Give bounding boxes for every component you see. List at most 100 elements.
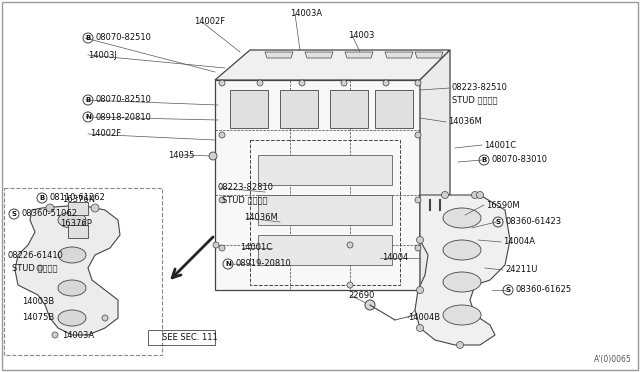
- Text: 08223-82510: 08223-82510: [452, 83, 508, 93]
- Text: 16376N: 16376N: [62, 196, 95, 205]
- Circle shape: [299, 80, 305, 86]
- Text: 14002F: 14002F: [194, 17, 225, 26]
- Text: 14036M: 14036M: [244, 214, 278, 222]
- Text: A'(0)0065: A'(0)0065: [595, 355, 632, 364]
- Ellipse shape: [443, 305, 481, 325]
- Ellipse shape: [443, 240, 481, 260]
- Text: 08918-20810: 08918-20810: [95, 112, 151, 122]
- Text: 14003J: 14003J: [88, 51, 117, 60]
- Text: B: B: [40, 195, 45, 201]
- Circle shape: [442, 192, 449, 199]
- Text: 08110-61262: 08110-61262: [49, 193, 105, 202]
- Text: 08223-82810: 08223-82810: [218, 183, 274, 192]
- Text: N: N: [85, 114, 91, 120]
- Polygon shape: [345, 52, 373, 58]
- Circle shape: [91, 204, 99, 212]
- Text: 14004: 14004: [382, 253, 408, 263]
- Text: B: B: [85, 35, 91, 41]
- Ellipse shape: [443, 208, 481, 228]
- Text: 14001C: 14001C: [484, 141, 516, 150]
- Text: 14003A: 14003A: [62, 331, 94, 340]
- Circle shape: [347, 282, 353, 288]
- Polygon shape: [385, 52, 413, 58]
- Text: S: S: [506, 287, 511, 293]
- Text: 14004B: 14004B: [408, 314, 440, 323]
- Ellipse shape: [58, 310, 86, 326]
- Text: STUD スタッド: STUD スタッド: [222, 196, 268, 205]
- Polygon shape: [68, 225, 88, 238]
- Ellipse shape: [58, 280, 86, 296]
- Circle shape: [209, 152, 217, 160]
- Text: N: N: [225, 261, 231, 267]
- Text: 24211U: 24211U: [505, 266, 538, 275]
- Circle shape: [213, 242, 219, 248]
- Text: 22690: 22690: [348, 291, 374, 299]
- Polygon shape: [305, 52, 333, 58]
- Text: 14035: 14035: [168, 151, 195, 160]
- Polygon shape: [230, 90, 268, 128]
- Text: 14004A: 14004A: [503, 237, 535, 247]
- Circle shape: [257, 80, 263, 86]
- Text: 14036M: 14036M: [448, 118, 482, 126]
- Polygon shape: [415, 52, 443, 58]
- Circle shape: [365, 300, 375, 310]
- Circle shape: [415, 245, 421, 251]
- Text: 14003B: 14003B: [22, 298, 54, 307]
- Text: B: B: [85, 97, 91, 103]
- Ellipse shape: [443, 272, 481, 292]
- Circle shape: [415, 132, 421, 138]
- Polygon shape: [265, 52, 293, 58]
- Circle shape: [219, 132, 225, 138]
- Circle shape: [417, 237, 424, 244]
- Ellipse shape: [58, 212, 86, 228]
- Circle shape: [37, 265, 43, 271]
- Text: STUD スタッド: STUD スタッド: [12, 263, 58, 273]
- Text: 14001C: 14001C: [240, 244, 272, 253]
- Text: 08360-51062: 08360-51062: [21, 209, 77, 218]
- Text: 08919-20810: 08919-20810: [235, 260, 291, 269]
- Circle shape: [477, 192, 483, 199]
- Polygon shape: [258, 155, 392, 185]
- Polygon shape: [258, 235, 392, 265]
- Text: 08226-61410: 08226-61410: [8, 251, 64, 260]
- Circle shape: [415, 197, 421, 203]
- Text: 14075B: 14075B: [22, 314, 54, 323]
- Polygon shape: [415, 195, 510, 345]
- Polygon shape: [258, 195, 392, 225]
- Circle shape: [102, 315, 108, 321]
- Text: 16376P: 16376P: [60, 219, 92, 228]
- Circle shape: [417, 286, 424, 294]
- Circle shape: [472, 192, 479, 199]
- Text: STUD スタッド: STUD スタッド: [452, 96, 497, 105]
- Text: 08070-82510: 08070-82510: [95, 96, 151, 105]
- Text: 14003: 14003: [348, 31, 374, 39]
- Polygon shape: [420, 50, 450, 290]
- Circle shape: [456, 341, 463, 349]
- Polygon shape: [375, 90, 413, 128]
- Circle shape: [383, 80, 389, 86]
- Text: 16590M: 16590M: [486, 201, 520, 209]
- Text: 08070-82510: 08070-82510: [95, 33, 151, 42]
- Text: SEE SEC. 111: SEE SEC. 111: [162, 334, 218, 343]
- Circle shape: [415, 80, 421, 86]
- Text: 14002F: 14002F: [90, 129, 121, 138]
- Polygon shape: [215, 80, 420, 290]
- Circle shape: [46, 204, 54, 212]
- Circle shape: [417, 324, 424, 331]
- Polygon shape: [15, 205, 120, 335]
- Text: S: S: [495, 219, 500, 225]
- Circle shape: [341, 80, 347, 86]
- Text: 08360-61423: 08360-61423: [505, 218, 561, 227]
- Polygon shape: [330, 90, 368, 128]
- Text: 08360-61625: 08360-61625: [515, 285, 571, 295]
- Circle shape: [219, 80, 225, 86]
- Ellipse shape: [58, 247, 86, 263]
- Circle shape: [52, 332, 58, 338]
- Circle shape: [347, 242, 353, 248]
- Polygon shape: [68, 202, 88, 215]
- Polygon shape: [215, 50, 450, 80]
- Text: 14003A: 14003A: [290, 10, 322, 19]
- Text: 08070-83010: 08070-83010: [491, 155, 547, 164]
- Polygon shape: [280, 90, 318, 128]
- Circle shape: [219, 197, 225, 203]
